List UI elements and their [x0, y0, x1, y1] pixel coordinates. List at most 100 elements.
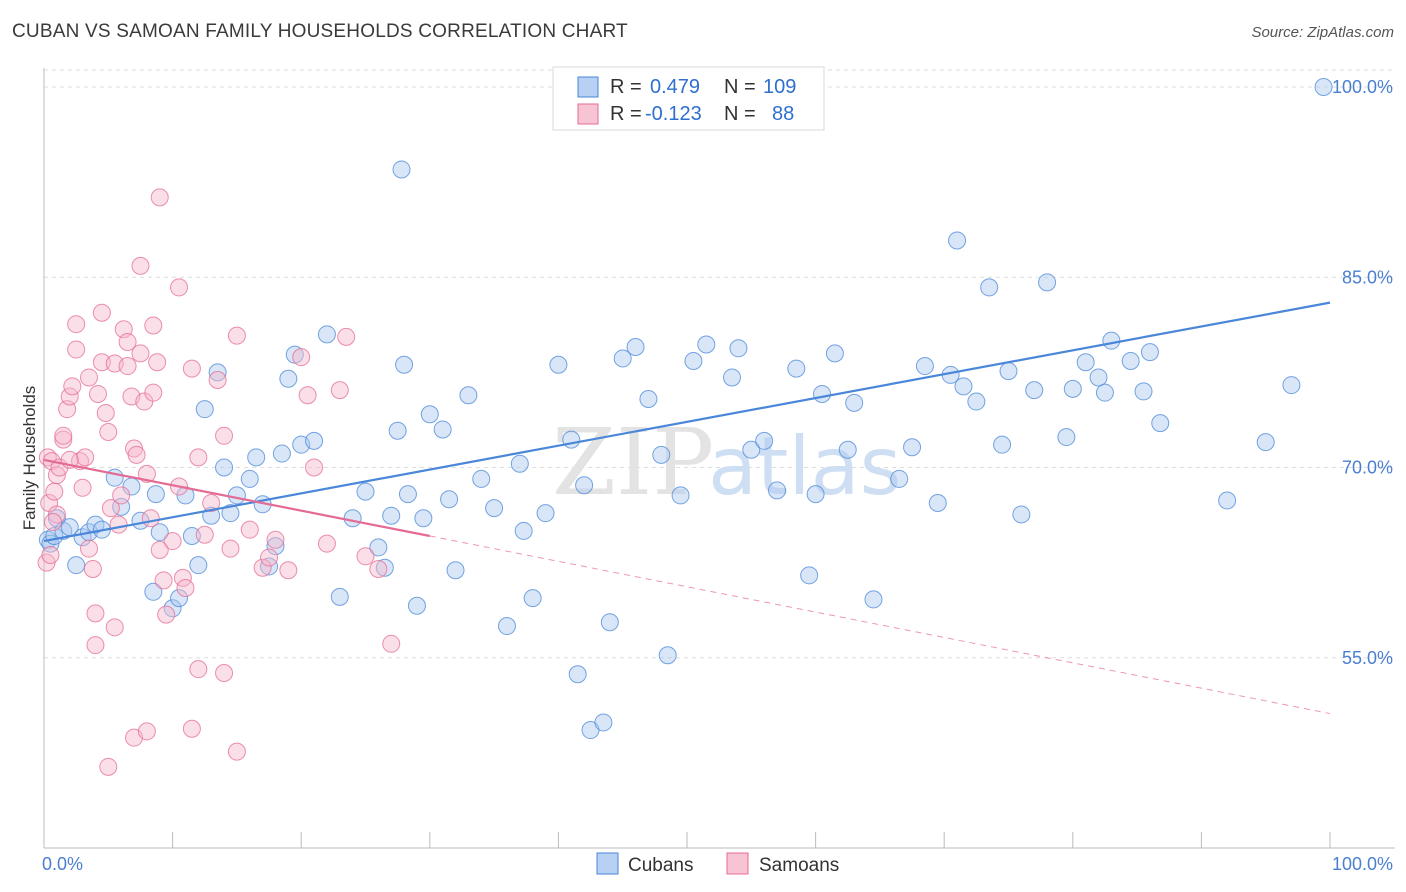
data-point-cubans — [658, 646, 677, 665]
data-point-cubans — [1134, 382, 1153, 401]
y-tick-label: 55.0% — [1342, 648, 1393, 668]
data-point-cubans — [392, 160, 411, 179]
data-point-cubans — [575, 476, 594, 495]
data-point-samoans — [73, 478, 92, 497]
data-point-cubans — [146, 485, 165, 504]
tick-labels: 55.0% 70.0% 85.0% 100.0% 0.0% 100.0% — [42, 77, 1393, 874]
data-point-samoans — [137, 464, 156, 483]
data-point-cubans — [398, 485, 417, 504]
data-point-samoans — [189, 448, 208, 467]
legend-swatch-samoans — [726, 852, 749, 875]
data-point-cubans — [825, 344, 844, 363]
data-point-samoans — [157, 605, 176, 624]
data-point-cubans — [723, 368, 742, 387]
data-point-samoans — [99, 423, 118, 441]
stats-legend: R = 0.479 N = 109 R = -0.123 N = 88 — [552, 66, 825, 131]
data-point-samoans — [154, 571, 173, 590]
stats-n-value-samoans: 88 — [772, 103, 794, 125]
data-point-cubans — [144, 582, 163, 601]
data-point-samoans — [208, 371, 227, 389]
data-point-cubans — [980, 278, 999, 297]
stats-r-value-samoans: -0.123 — [645, 103, 702, 125]
data-point-cubans — [729, 339, 748, 358]
legend-label-cubans: Cubans — [628, 855, 694, 876]
data-point-cubans — [150, 523, 169, 542]
data-point-samoans — [92, 303, 111, 322]
data-point-cubans — [472, 469, 491, 488]
data-point-samoans — [266, 530, 285, 549]
data-point-cubans — [1095, 383, 1114, 402]
data-point-cubans — [497, 617, 516, 636]
data-point-cubans — [600, 613, 619, 632]
y-tick-label: 100.0% — [1332, 77, 1393, 97]
data-point-samoans — [45, 482, 64, 501]
data-point-cubans — [1282, 376, 1301, 395]
data-point-cubans — [1076, 353, 1095, 372]
data-point-samoans — [112, 486, 131, 505]
data-point-samoans — [150, 188, 169, 207]
data-point-samoans — [317, 534, 336, 553]
data-point-samoans — [221, 539, 240, 558]
data-point-samoans — [279, 561, 298, 580]
data-point-cubans — [800, 566, 819, 585]
data-point-cubans — [787, 359, 806, 378]
data-point-cubans — [536, 504, 555, 523]
data-point-samoans — [292, 348, 311, 367]
data-point-samoans — [170, 278, 189, 297]
data-point-cubans — [369, 538, 388, 557]
data-point-cubans — [1057, 428, 1076, 447]
data-point-samoans — [356, 547, 375, 566]
trend-lines — [43, 301, 1331, 715]
series-legend: Cubans Samoans — [596, 852, 839, 876]
data-point-samoans — [80, 539, 99, 558]
data-point-samoans — [105, 618, 124, 637]
data-point-cubans — [594, 713, 613, 732]
x-tick-label: 100.0% — [1332, 854, 1393, 874]
data-point-cubans — [993, 435, 1012, 454]
y-axis-label: Family Households — [20, 386, 39, 531]
data-point-samoans — [240, 520, 259, 539]
data-point-cubans — [1140, 343, 1159, 362]
data-point-samoans — [67, 315, 86, 334]
data-point-cubans — [414, 509, 433, 528]
data-point-cubans — [845, 393, 864, 412]
legend-swatch-cubans — [596, 852, 619, 875]
data-point-samoans — [330, 381, 349, 400]
data-point-cubans — [514, 521, 533, 540]
data-point-samoans — [382, 634, 401, 653]
data-point-cubans — [562, 430, 581, 449]
data-point-samoans — [202, 494, 221, 513]
data-point-cubans — [189, 556, 208, 575]
data-point-samoans — [92, 353, 111, 372]
data-point-cubans — [247, 448, 266, 467]
data-point-cubans — [459, 386, 478, 405]
stats-legend-swatch-samoans — [577, 103, 599, 125]
y-tick-label: 85.0% — [1342, 267, 1393, 287]
data-point-cubans — [652, 445, 671, 464]
data-point-cubans — [67, 556, 86, 575]
data-point-samoans — [182, 359, 201, 378]
data-point-samoans — [63, 377, 82, 396]
data-point-cubans — [1063, 379, 1082, 398]
data-point-cubans — [568, 665, 587, 684]
stats-legend-swatch-cubans — [577, 76, 599, 98]
data-point-samoans — [173, 568, 192, 587]
data-point-cubans — [671, 486, 690, 505]
data-point-samoans — [137, 722, 156, 741]
data-point-samoans — [101, 499, 120, 518]
data-point-cubans — [221, 504, 240, 523]
grid-lines — [44, 69, 1395, 659]
data-point-cubans — [915, 357, 934, 376]
data-point-samoans — [80, 368, 99, 387]
chart-title: CUBAN VS SAMOAN FAMILY HOUSEHOLDS CORREL… — [12, 21, 628, 42]
data-point-samoans — [195, 525, 214, 544]
data-point-samoans — [144, 316, 163, 335]
data-point-cubans — [272, 444, 291, 463]
data-point-samoans — [44, 513, 63, 532]
data-point-samoans — [86, 604, 105, 623]
data-point-cubans — [330, 587, 349, 606]
data-point-samoans — [76, 448, 95, 467]
data-point-samoans — [298, 386, 317, 405]
data-point-samoans — [131, 256, 150, 275]
data-point-samoans — [60, 387, 79, 406]
